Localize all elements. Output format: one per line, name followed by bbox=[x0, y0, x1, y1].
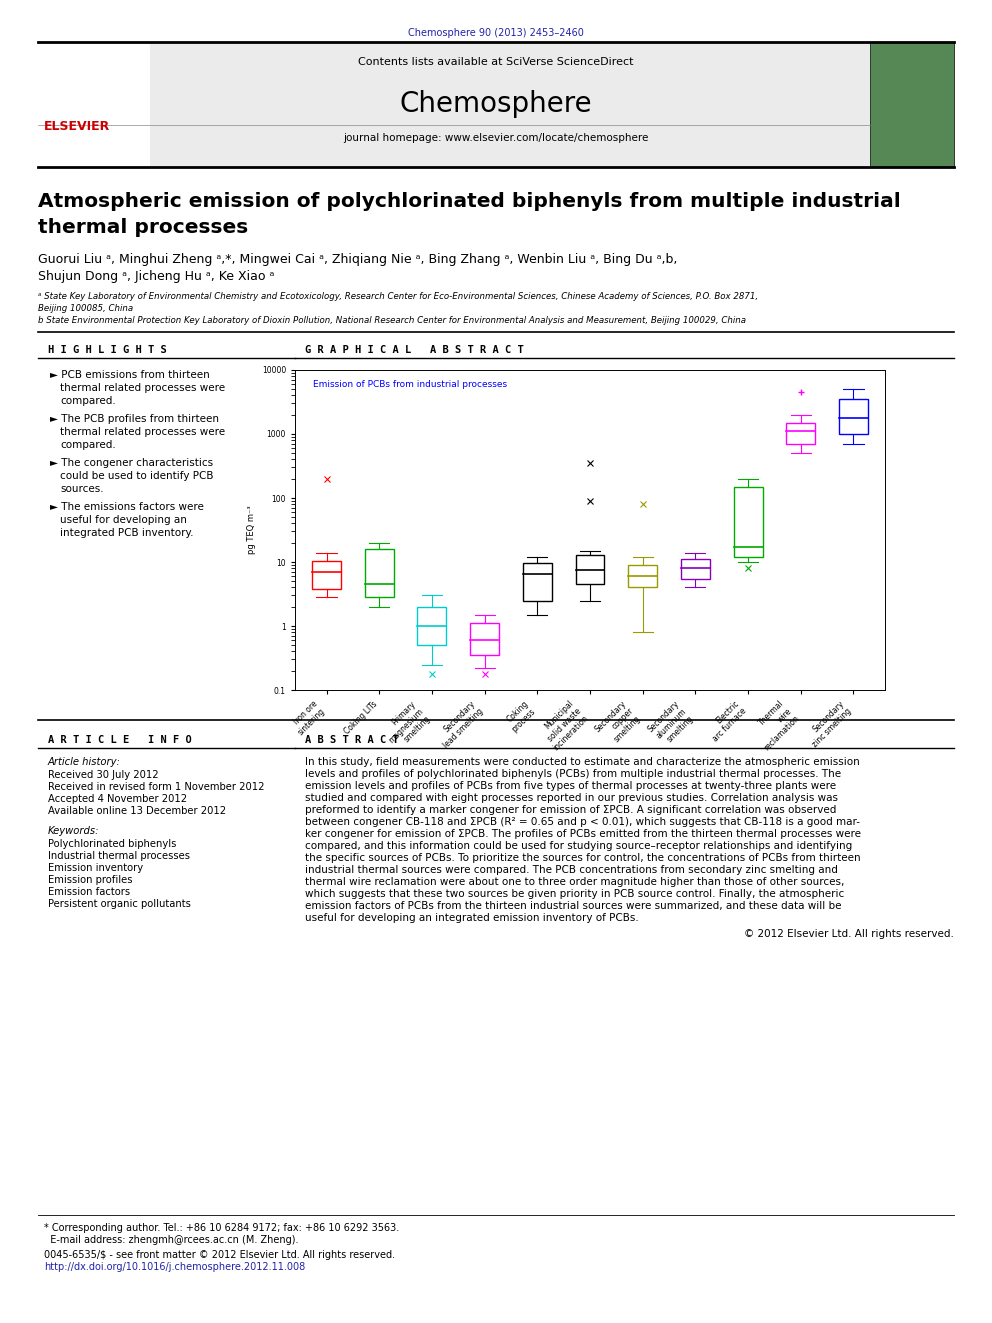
Text: In this study, field measurements were conducted to estimate and characterize th: In this study, field measurements were c… bbox=[305, 757, 860, 767]
Text: Emission inventory: Emission inventory bbox=[48, 863, 143, 873]
Text: http://dx.doi.org/10.1016/j.chemosphere.2012.11.008: http://dx.doi.org/10.1016/j.chemosphere.… bbox=[44, 1262, 306, 1271]
Text: thermal related processes were: thermal related processes were bbox=[60, 382, 225, 393]
Text: thermal related processes were: thermal related processes were bbox=[60, 427, 225, 437]
Bar bbox=[733, 487, 763, 557]
Text: the specific sources of PCBs. To prioritize the sources for control, the concent: the specific sources of PCBs. To priorit… bbox=[305, 853, 861, 863]
Bar bbox=[312, 561, 341, 589]
Text: Emission profiles: Emission profiles bbox=[48, 875, 133, 885]
Text: Accepted 4 November 2012: Accepted 4 November 2012 bbox=[48, 794, 187, 804]
Text: thermal wire reclamation were about one to three order magnitude higher than tho: thermal wire reclamation were about one … bbox=[305, 877, 844, 886]
Text: Chemosphere 90 (2013) 2453–2460: Chemosphere 90 (2013) 2453–2460 bbox=[408, 28, 584, 38]
Text: compared.: compared. bbox=[60, 396, 116, 406]
Text: Persistent organic pollutants: Persistent organic pollutants bbox=[48, 900, 190, 909]
Text: emission factors of PCBs from the thirteen industrial sources were summarized, a: emission factors of PCBs from the thirte… bbox=[305, 901, 841, 912]
Text: Keywords:: Keywords: bbox=[48, 826, 99, 836]
Text: A B S T R A C T: A B S T R A C T bbox=[305, 736, 399, 745]
Text: H I G H L I G H T S: H I G H L I G H T S bbox=[48, 345, 167, 355]
Text: thermal processes: thermal processes bbox=[38, 218, 248, 237]
Bar bbox=[787, 423, 815, 445]
Bar bbox=[150, 42, 870, 167]
Text: sources.: sources. bbox=[60, 484, 103, 493]
Bar bbox=[470, 623, 499, 655]
Text: ELSEVIER: ELSEVIER bbox=[44, 120, 110, 134]
Bar bbox=[870, 42, 954, 167]
Text: ► The PCB profiles from thirteen: ► The PCB profiles from thirteen bbox=[50, 414, 219, 423]
Text: useful for developing an: useful for developing an bbox=[60, 515, 186, 525]
Text: Received in revised form 1 November 2012: Received in revised form 1 November 2012 bbox=[48, 782, 265, 792]
Text: Emission of PCBs from industrial processes: Emission of PCBs from industrial process… bbox=[312, 380, 507, 389]
Bar bbox=[839, 400, 868, 434]
Text: ► The congener characteristics: ► The congener characteristics bbox=[50, 458, 213, 468]
Text: preformed to identify a marker congener for emission of ΣPCB. A significant corr: preformed to identify a marker congener … bbox=[305, 804, 836, 815]
Bar bbox=[365, 549, 394, 598]
Text: journal homepage: www.elsevier.com/locate/chemosphere: journal homepage: www.elsevier.com/locat… bbox=[343, 134, 649, 143]
Text: compared.: compared. bbox=[60, 441, 116, 450]
Text: Emission factors: Emission factors bbox=[48, 886, 130, 897]
Text: ᵃ State Key Laboratory of Environmental Chemistry and Ecotoxicology, Research Ce: ᵃ State Key Laboratory of Environmental … bbox=[38, 292, 758, 302]
Text: which suggests that these two sources be given priority in PCB source control. F: which suggests that these two sources be… bbox=[305, 889, 844, 900]
Text: G R A P H I C A L   A B S T R A C T: G R A P H I C A L A B S T R A C T bbox=[305, 345, 524, 355]
Text: 0045-6535/$ - see front matter © 2012 Elsevier Ltd. All rights reserved.: 0045-6535/$ - see front matter © 2012 El… bbox=[44, 1250, 395, 1259]
Bar bbox=[523, 564, 552, 601]
Bar bbox=[681, 560, 710, 578]
Text: Chemosphere: Chemosphere bbox=[400, 90, 592, 118]
Text: b State Environmental Protection Key Laboratory of Dioxin Pollution, National Re: b State Environmental Protection Key Lab… bbox=[38, 316, 746, 325]
Text: Atmospheric emission of polychlorinated biphenyls from multiple industrial: Atmospheric emission of polychlorinated … bbox=[38, 192, 901, 210]
Text: Available online 13 December 2012: Available online 13 December 2012 bbox=[48, 806, 226, 816]
Bar bbox=[38, 48, 150, 161]
Text: industrial thermal sources were compared. The PCB concentrations from secondary : industrial thermal sources were compared… bbox=[305, 865, 838, 875]
Text: between congener CB-118 and ΣPCB (R² = 0.65 and p < 0.01), which suggests that C: between congener CB-118 and ΣPCB (R² = 0… bbox=[305, 818, 860, 827]
Text: Industrial thermal processes: Industrial thermal processes bbox=[48, 851, 190, 861]
Bar bbox=[575, 554, 604, 585]
Text: A R T I C L E   I N F O: A R T I C L E I N F O bbox=[48, 736, 191, 745]
Text: ker congener for emission of ΣPCB. The profiles of PCBs emitted from the thirtee: ker congener for emission of ΣPCB. The p… bbox=[305, 830, 861, 839]
Text: Article history:: Article history: bbox=[48, 757, 121, 767]
Bar bbox=[418, 607, 446, 646]
Text: Polychlorinated biphenyls: Polychlorinated biphenyls bbox=[48, 839, 177, 849]
Text: * Corresponding author. Tel.: +86 10 6284 9172; fax: +86 10 6292 3563.: * Corresponding author. Tel.: +86 10 628… bbox=[44, 1222, 399, 1233]
Text: Contents lists available at SciVerse ScienceDirect: Contents lists available at SciVerse Sci… bbox=[358, 57, 634, 67]
Text: emission levels and profiles of PCBs from five types of thermal processes at twe: emission levels and profiles of PCBs fro… bbox=[305, 781, 836, 791]
Text: Beijing 100085, China: Beijing 100085, China bbox=[38, 304, 133, 314]
Text: Shujun Dong ᵃ, Jicheng Hu ᵃ, Ke Xiao ᵃ: Shujun Dong ᵃ, Jicheng Hu ᵃ, Ke Xiao ᵃ bbox=[38, 270, 275, 283]
Text: Guorui Liu ᵃ, Minghui Zheng ᵃ,*, Mingwei Cai ᵃ, Zhiqiang Nie ᵃ, Bing Zhang ᵃ, We: Guorui Liu ᵃ, Minghui Zheng ᵃ,*, Mingwei… bbox=[38, 253, 678, 266]
Text: studied and compared with eight processes reported in our previous studies. Corr: studied and compared with eight processe… bbox=[305, 792, 838, 803]
Text: ► PCB emissions from thirteen: ► PCB emissions from thirteen bbox=[50, 370, 209, 380]
Text: Received 30 July 2012: Received 30 July 2012 bbox=[48, 770, 159, 781]
Text: levels and profiles of polychlorinated biphenyls (PCBs) from multiple industrial: levels and profiles of polychlorinated b… bbox=[305, 769, 841, 779]
Text: integrated PCB inventory.: integrated PCB inventory. bbox=[60, 528, 193, 538]
Text: E-mail address: zhengmh@rcees.ac.cn (M. Zheng).: E-mail address: zhengmh@rcees.ac.cn (M. … bbox=[44, 1234, 299, 1245]
Text: could be used to identify PCB: could be used to identify PCB bbox=[60, 471, 213, 482]
Text: © 2012 Elsevier Ltd. All rights reserved.: © 2012 Elsevier Ltd. All rights reserved… bbox=[744, 929, 954, 939]
Text: compared, and this information could be used for studying source–receptor relati: compared, and this information could be … bbox=[305, 841, 852, 851]
Bar bbox=[628, 565, 657, 587]
Text: ► The emissions factors were: ► The emissions factors were bbox=[50, 501, 204, 512]
Text: useful for developing an integrated emission inventory of PCBs.: useful for developing an integrated emis… bbox=[305, 913, 639, 923]
Y-axis label: pg TEQ m⁻³: pg TEQ m⁻³ bbox=[247, 505, 256, 554]
